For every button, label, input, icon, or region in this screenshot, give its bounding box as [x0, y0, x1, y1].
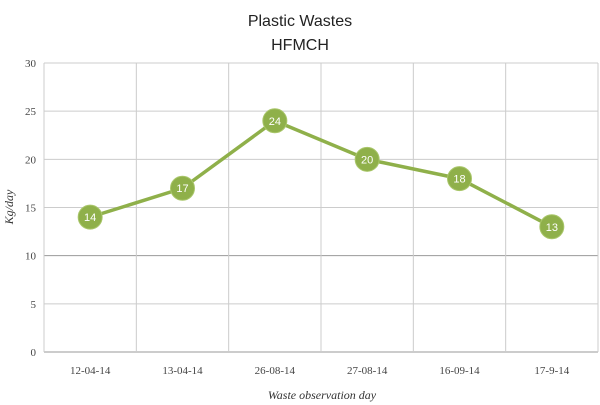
x-tick-label: 13-04-14 [162, 365, 203, 377]
y-tick-label: 0 [31, 347, 37, 359]
data-label: 20 [361, 154, 373, 166]
data-label: 14 [84, 212, 96, 224]
data-point [539, 214, 565, 240]
y-tick-label: 5 [31, 299, 37, 311]
x-tick-label: 12-04-14 [70, 365, 111, 377]
series-layer: 14 17 24 20 18 13 [77, 108, 565, 240]
y-tick-label: 20 [25, 154, 37, 166]
chart-subtitle: HFMCH [271, 37, 329, 54]
data-point [262, 108, 288, 134]
y-tick-label: 15 [25, 203, 37, 215]
data-label: 17 [176, 183, 188, 195]
x-tick-label: 26-08-14 [255, 365, 296, 377]
series-line [89, 119, 553, 229]
grid-lines [43, 62, 599, 353]
y-tick-label: 30 [25, 58, 37, 70]
data-label: 13 [546, 222, 558, 234]
chart-title: Plastic Wastes [248, 13, 352, 30]
data-label: 18 [453, 174, 465, 186]
y-tick-label: 10 [25, 251, 37, 263]
y-axis-ticks: 0 5 10 15 20 25 30 [25, 58, 37, 359]
y-tick-label: 25 [25, 106, 37, 118]
data-point [354, 146, 380, 172]
x-tick-label: 27-08-14 [347, 365, 388, 377]
data-point [170, 175, 195, 201]
data-point [77, 204, 103, 230]
y-axis-label: Kg/day [2, 189, 16, 225]
x-tick-label: 17-9-14 [534, 365, 569, 377]
data-point [447, 166, 472, 192]
x-tick-label: 16-09-14 [439, 365, 480, 377]
x-axis-ticks: 12-04-14 13-04-14 26-08-14 27-08-14 16-09-14… [70, 365, 570, 377]
x-axis-label: Waste observation day [268, 388, 377, 402]
data-label: 24 [269, 116, 281, 128]
